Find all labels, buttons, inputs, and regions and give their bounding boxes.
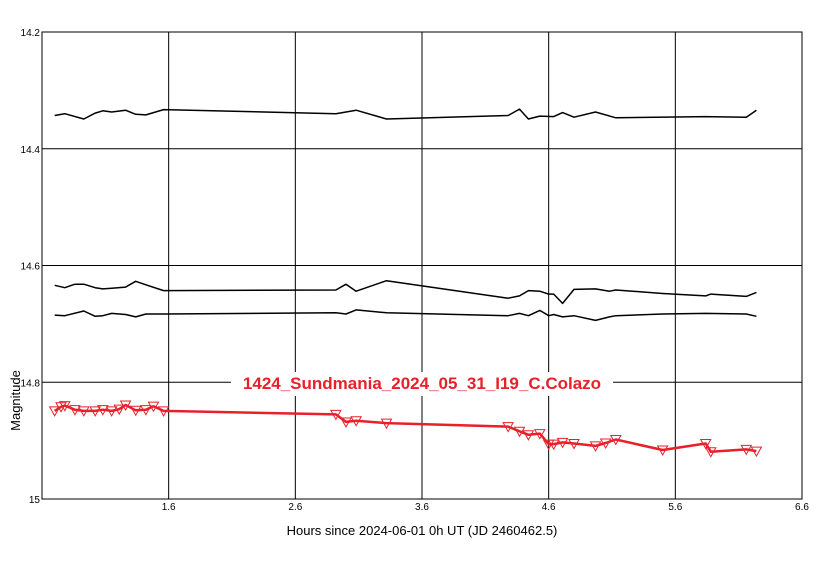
data-point: [609, 434, 622, 446]
chart-title-group: 1424_Sundmania_2024_05_31_I19_C.Colazo: [230, 372, 614, 396]
data-point: [656, 445, 669, 456]
data-point: [750, 446, 763, 458]
y-tick-label: 15: [29, 495, 41, 506]
chart-title-background: [230, 372, 614, 396]
x-tick-label: 6.6: [795, 502, 809, 513]
y-tick-label: 14.6: [21, 262, 41, 273]
data-point: [704, 447, 717, 458]
data-point: [147, 401, 160, 413]
series-line: [54, 108, 757, 120]
data-point: [58, 401, 71, 412]
series-1: [54, 108, 757, 120]
data-point: [513, 426, 526, 438]
x-axis-label: Hours since 2024-06-01 0h UT (JD 2460462…: [287, 523, 558, 538]
data-point: [119, 400, 132, 412]
x-tick-label: 3.6: [415, 502, 429, 513]
chart-title: 1424_Sundmania_2024_05_31_I19_C.Colazo: [243, 374, 601, 393]
data-point: [380, 418, 393, 430]
data-point: [589, 441, 602, 452]
series-line: [54, 403, 757, 453]
series-line: [54, 279, 757, 305]
plot-frame: [41, 31, 803, 500]
data-point: [129, 405, 142, 417]
series-2: [54, 279, 757, 305]
data-point: [568, 439, 580, 450]
data-point: [502, 422, 514, 433]
data-point: [48, 406, 61, 417]
data-point: [599, 438, 612, 449]
data-point: [556, 437, 569, 449]
data-point: [96, 405, 109, 416]
x-tick-label: 4.6: [542, 502, 556, 513]
data-point: [69, 405, 81, 416]
data-point: [113, 404, 126, 416]
data-point: [740, 444, 753, 456]
series-4: [48, 400, 763, 458]
data-point: [89, 406, 102, 417]
tick-labels: 1.6 2.6 3.6 4.6 5.6 6.6 14.2 14.4 14.6 14.8 15: [21, 28, 810, 513]
data-point: [340, 417, 352, 428]
data-point: [547, 439, 560, 451]
data-point: [350, 416, 362, 427]
series-group: [48, 108, 763, 458]
data-point: [140, 405, 152, 416]
x-tick-label: 5.6: [668, 502, 682, 513]
data-point: [699, 439, 712, 450]
data-point: [77, 406, 90, 417]
grid-lines: [42, 32, 802, 499]
data-point: [330, 409, 342, 421]
data-point: [533, 429, 546, 440]
data-point: [105, 406, 118, 417]
data-point: [157, 406, 170, 417]
series-3: [54, 309, 757, 322]
y-tick-label: 14.4: [21, 145, 41, 156]
x-tick-label: 1.6: [162, 502, 176, 513]
series-line: [54, 309, 757, 322]
x-tick-label: 2.6: [288, 502, 302, 513]
y-tick-label: 14.2: [21, 28, 41, 39]
y-tick-label: 14.8: [21, 378, 41, 389]
y-axis-label: Magnitude: [8, 370, 23, 431]
data-point: [522, 430, 535, 441]
